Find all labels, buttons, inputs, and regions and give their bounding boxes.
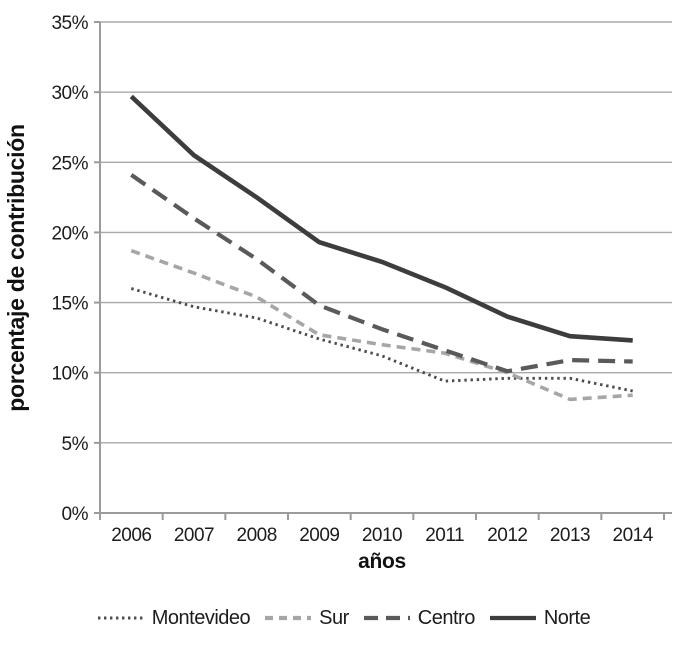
y-tick-label: 5% [62, 434, 89, 455]
y-tick-label: 25% [51, 153, 88, 174]
chart-svg: 0%5%10%15%20%25%30%35% 2006 2007 2008 2009 2… [3, 13, 672, 573]
legend-item-centro: Centro [363, 607, 475, 630]
x-tick-label: 2011 [425, 525, 464, 546]
legend-swatch-dotted-icon [97, 616, 144, 620]
y-tick-label: 0% [62, 504, 89, 525]
gridlines [100, 21, 672, 444]
legend-swatch-dashed-short-icon [265, 615, 312, 621]
legend-label: Norte [543, 606, 591, 629]
x-tick-label: 2007 [174, 525, 214, 546]
x-tick-labels: 2006 2007 2008 2009 2010 2011 2012 2013 2014 [111, 525, 654, 546]
legend-label: Centro [417, 606, 476, 629]
y-tick-label: 10% [51, 364, 88, 385]
y-tick-label: 30% [51, 83, 88, 104]
x-axis-title: años [358, 550, 406, 573]
series-line-norte [129, 94, 633, 343]
legend-swatch-solid-icon [489, 615, 536, 621]
y-tick-label: 35% [51, 13, 88, 34]
legend-label: Sur [319, 606, 349, 629]
x-tick-label: 2014 [613, 525, 654, 546]
x-tick-label: 2013 [550, 525, 590, 546]
axes [94, 21, 672, 520]
legend-label: Montevideo [151, 606, 251, 629]
series-line-centro [130, 173, 633, 374]
y-axis-title: porcentaje de contribución [3, 124, 29, 411]
series-line-montevideo [130, 287, 633, 393]
x-tick-label: 2012 [487, 525, 527, 546]
legend-item-norte: Norte [489, 606, 591, 630]
series-lines [129, 94, 633, 402]
x-tick-label: 2006 [111, 525, 151, 546]
legend: Montevideo Sur Centro Norte [0, 592, 687, 644]
y-tick-labels: 0% 5% 10% 15% 20% 25% 30% 35% [51, 13, 89, 525]
x-tick-label: 2008 [237, 525, 277, 546]
x-tick-label: 2010 [362, 525, 402, 546]
y-tick-label: 15% [51, 294, 88, 315]
legend-swatch-dashed-long-icon [363, 615, 410, 621]
legend-item-sur: Sur [264, 607, 349, 630]
x-tick-label: 2009 [299, 525, 339, 546]
y-tick-label: 20% [51, 223, 88, 244]
series-line-sur [130, 249, 633, 402]
legend-item-montevideo: Montevideo [97, 606, 251, 630]
